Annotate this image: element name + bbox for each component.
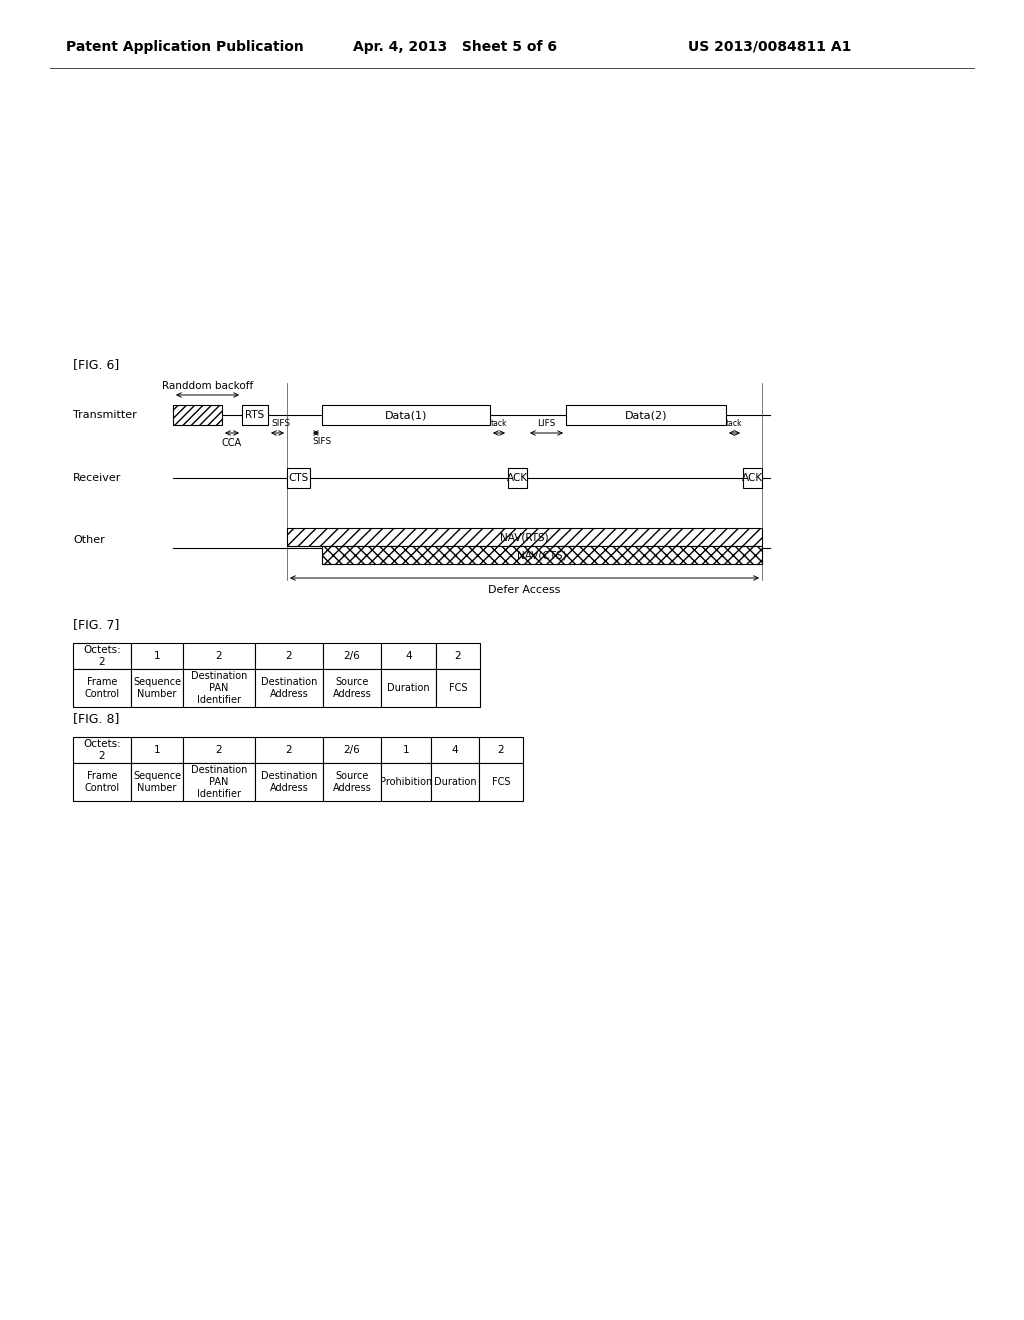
Bar <box>73 763 131 801</box>
Text: Randdom backoff: Randdom backoff <box>162 381 253 391</box>
Text: LIFS: LIFS <box>538 420 556 429</box>
Text: Sequence
Number: Sequence Number <box>133 771 181 793</box>
Bar <box>431 763 479 801</box>
Bar <box>255 737 323 763</box>
Text: Frame
Control: Frame Control <box>84 677 120 698</box>
Bar <box>131 737 183 763</box>
Text: 2: 2 <box>286 651 292 661</box>
Text: ACK: ACK <box>742 473 763 483</box>
Text: SIFS: SIFS <box>271 420 290 429</box>
Text: Destination
Address: Destination Address <box>261 677 317 698</box>
Text: Octets:
2: Octets: 2 <box>83 645 121 667</box>
Text: 2: 2 <box>498 744 504 755</box>
Bar <box>183 643 255 669</box>
Bar <box>322 546 762 564</box>
Text: [FIG. 6]: [FIG. 6] <box>73 359 119 371</box>
Bar <box>381 763 431 801</box>
Bar <box>73 669 131 708</box>
Text: Octets:
2: Octets: 2 <box>83 739 121 760</box>
Bar <box>131 763 183 801</box>
Text: Destination
PAN
Identifier: Destination PAN Identifier <box>190 672 247 705</box>
Text: NAV(RTS): NAV(RTS) <box>500 532 549 543</box>
Text: US 2013/0084811 A1: US 2013/0084811 A1 <box>688 40 852 54</box>
Bar <box>131 669 183 708</box>
Text: RTS: RTS <box>246 411 264 420</box>
Text: Receiver: Receiver <box>73 473 122 483</box>
Bar <box>131 643 183 669</box>
Text: Transmitter: Transmitter <box>73 411 137 420</box>
Bar <box>743 469 762 488</box>
Text: FCS: FCS <box>449 682 467 693</box>
Bar <box>73 737 131 763</box>
Bar <box>183 737 255 763</box>
Text: 2/6: 2/6 <box>344 651 360 661</box>
Text: 1: 1 <box>154 651 161 661</box>
Text: Defer Access: Defer Access <box>488 585 561 595</box>
Bar <box>323 669 381 708</box>
Text: Source
Address: Source Address <box>333 677 372 698</box>
Text: tack: tack <box>490 420 507 429</box>
Bar <box>323 763 381 801</box>
Text: Frame
Control: Frame Control <box>84 771 120 793</box>
Bar <box>287 528 762 546</box>
Bar <box>436 669 480 708</box>
Text: Prohibition: Prohibition <box>380 777 432 787</box>
Text: Apr. 4, 2013   Sheet 5 of 6: Apr. 4, 2013 Sheet 5 of 6 <box>353 40 557 54</box>
Bar <box>242 405 268 425</box>
Text: 2: 2 <box>455 651 462 661</box>
Text: 4: 4 <box>406 651 412 661</box>
Bar <box>479 763 523 801</box>
Text: Source
Address: Source Address <box>333 771 372 793</box>
Text: 2: 2 <box>286 744 292 755</box>
Bar <box>255 669 323 708</box>
Bar <box>479 737 523 763</box>
Text: 4: 4 <box>452 744 459 755</box>
Text: SIFS: SIFS <box>312 437 331 446</box>
Bar <box>323 643 381 669</box>
Text: CTS: CTS <box>289 473 308 483</box>
Bar <box>73 643 131 669</box>
Text: [FIG. 8]: [FIG. 8] <box>73 713 120 726</box>
Text: Destination
Address: Destination Address <box>261 771 317 793</box>
Text: Patent Application Publication: Patent Application Publication <box>67 40 304 54</box>
Bar <box>322 405 490 425</box>
Text: Data(1): Data(1) <box>385 411 427 420</box>
Text: FCS: FCS <box>492 777 510 787</box>
Bar <box>566 405 726 425</box>
Bar <box>436 643 480 669</box>
Text: 1: 1 <box>402 744 410 755</box>
Bar <box>255 643 323 669</box>
Bar <box>183 669 255 708</box>
Text: Sequence
Number: Sequence Number <box>133 677 181 698</box>
Bar <box>431 737 479 763</box>
Bar <box>508 469 527 488</box>
Text: CCA: CCA <box>222 438 242 447</box>
Bar <box>255 763 323 801</box>
Text: NAV(CTS): NAV(CTS) <box>517 550 567 560</box>
Text: Duration: Duration <box>387 682 430 693</box>
Text: 2/6: 2/6 <box>344 744 360 755</box>
Text: Data(2): Data(2) <box>625 411 668 420</box>
Bar <box>381 643 436 669</box>
Text: ACK: ACK <box>507 473 528 483</box>
Text: tack: tack <box>726 420 742 429</box>
Text: 1: 1 <box>154 744 161 755</box>
Bar <box>287 469 310 488</box>
Bar <box>381 737 431 763</box>
Text: Destination
PAN
Identifier: Destination PAN Identifier <box>190 766 247 799</box>
Text: Duration: Duration <box>434 777 476 787</box>
Bar <box>173 405 222 425</box>
Text: 2: 2 <box>216 744 222 755</box>
Bar <box>183 763 255 801</box>
Bar <box>381 669 436 708</box>
Text: Other: Other <box>73 535 104 545</box>
Text: 2: 2 <box>216 651 222 661</box>
Text: [FIG. 7]: [FIG. 7] <box>73 619 120 631</box>
Bar <box>323 737 381 763</box>
